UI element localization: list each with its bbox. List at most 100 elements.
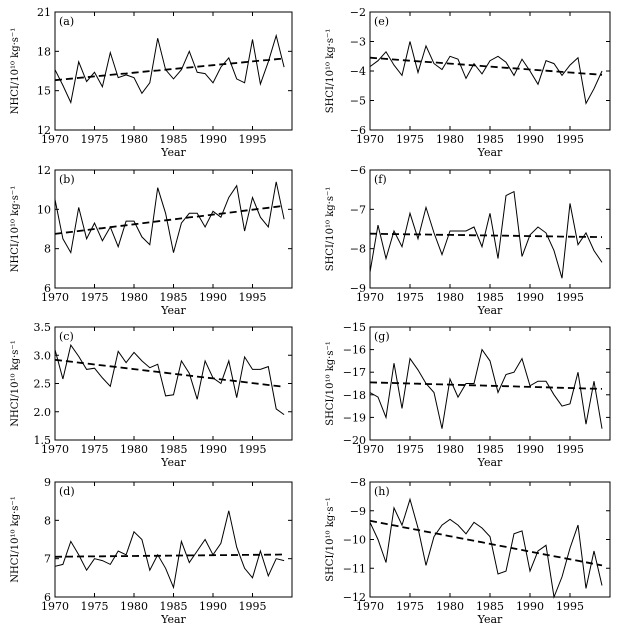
x-tick-label: 1975 [81,600,109,613]
trend-line [54,358,285,388]
x-tick-label: 1980 [436,291,464,304]
x-tick-label: 1990 [516,291,544,304]
x-axis-label: Year [160,456,186,469]
x-tick-label: 1970 [41,443,69,456]
panel-e: 1970 1975 1980 1985 1990 1995 −6 −5 −4 −3 −2 (e) Yea… [325,6,611,159]
y-tick-label: 2.0 [34,406,52,419]
y-tick-label: −8 [350,243,366,256]
x-tick-label: 1985 [476,443,504,456]
panel-f: 1970 1975 1980 1985 1990 1995 −9 −8 −7 −6 (f) Year S… [325,164,611,317]
plot-frame [54,481,293,598]
x-tick-label: 1990 [516,133,544,146]
y-axis-label: NHCI/10¹⁰ kg·s⁻¹ [10,186,21,272]
panel-h: 1970 1975 1980 1985 1990 1995 −12 −11 −10 −9 −8 (h)… [325,476,611,626]
y-tick-label: −3 [350,36,366,49]
y-tick-label: 10 [37,203,51,216]
trend-line [369,232,603,238]
y-tick-label: −12 [343,591,366,604]
plot-frame [369,481,611,598]
panel-b: 1970 1975 1980 1985 1990 1995 6 8 10 12 (b) Year NHC… [10,164,293,317]
data-line [369,348,603,429]
data-line [369,497,603,599]
y-tick-label: 1.5 [34,434,52,447]
y-tick-label: −6 [350,124,366,137]
x-axis-label: Year [477,146,503,159]
x-axis-label: Year [160,613,186,626]
data-line [54,510,285,590]
x-tick-label: 1975 [396,600,424,613]
x-tick-label: 1995 [239,133,267,146]
x-tick-label: 1980 [436,133,464,146]
x-tick-label: 1980 [120,133,148,146]
x-axis-label: Year [160,304,186,317]
y-axis-label: NHCI/10¹⁰ kg·s⁻¹ [10,28,21,114]
panel-g: 1970 1975 1980 1985 1990 1995 −20 −19 −18 −17 −16 −… [325,321,611,469]
x-tick-label: 1995 [556,291,584,304]
data-line [369,190,603,279]
y-tick-label: 6 [44,591,51,604]
x-tick-label: 1985 [476,291,504,304]
x-tick-label: 1995 [239,600,267,613]
x-tick-label: 1995 [556,600,584,613]
data-line [54,343,285,416]
panel-label: (d) [59,485,75,498]
x-tick-label: 1995 [239,291,267,304]
panel-label: (c) [59,330,74,343]
y-tick-label: −19 [343,411,366,424]
x-axis-label: Year [477,304,503,317]
x-tick-label: 1980 [120,443,148,456]
y-tick-label: −16 [343,344,366,357]
trend-line [369,381,603,390]
y-tick-label: −18 [343,389,366,402]
x-tick-label: 1985 [160,600,188,613]
x-tick-label: 1985 [476,133,504,146]
y-tick-label: −11 [343,562,366,575]
x-tick-label: 1975 [81,291,109,304]
y-axis-label: SHCI/10¹⁰ kg·s⁻¹ [325,29,336,114]
y-axis-label: SHCI/10¹⁰ kg·s⁻¹ [325,497,336,582]
plot-frame [54,11,293,131]
x-tick-label: 1970 [356,600,384,613]
y-tick-label: −2 [350,6,366,19]
panel-label: (g) [374,330,390,343]
x-tick-label: 1980 [436,443,464,456]
y-tick-label: 12 [37,124,51,137]
y-tick-label: −17 [343,366,366,379]
x-tick-label: 1980 [120,600,148,613]
x-axis-label: Year [477,456,503,469]
trend-line [54,204,285,235]
panel-label: (a) [59,15,74,28]
x-tick-label: 1990 [199,291,227,304]
y-tick-label: 2.5 [34,378,52,391]
y-tick-label: 15 [37,85,51,98]
x-tick-label: 1980 [120,291,148,304]
y-tick-label: 8 [44,243,51,256]
y-tick-label: −5 [350,95,366,108]
x-tick-label: 1990 [199,133,227,146]
y-tick-label: −9 [350,282,366,295]
x-tick-label: 1985 [476,600,504,613]
x-tick-label: 1990 [199,443,227,456]
panel-label: (f) [374,173,387,186]
x-tick-label: 1970 [41,291,69,304]
data-line [54,181,285,255]
x-tick-label: 1970 [356,133,384,146]
y-tick-label: 3.0 [34,349,52,362]
y-tick-label: 18 [37,45,51,58]
y-tick-label: −4 [350,65,366,78]
y-tick-label: −6 [350,164,366,177]
y-tick-label: −15 [343,321,366,334]
y-tick-label: −20 [343,434,366,447]
x-tick-label: 1975 [396,443,424,456]
data-line [54,33,285,105]
x-tick-label: 1975 [396,133,424,146]
trend-line [369,519,603,567]
y-tick-label: 6 [44,282,51,295]
panel-label: (e) [374,15,389,28]
y-axis-label: NHCI/10¹⁰ kg·s⁻¹ [10,496,21,582]
plot-frame [369,11,611,131]
x-tick-label: 1970 [41,600,69,613]
x-axis-label: Year [477,613,503,626]
y-axis-label: NHCI/10¹⁰ kg·s⁻¹ [10,340,21,426]
